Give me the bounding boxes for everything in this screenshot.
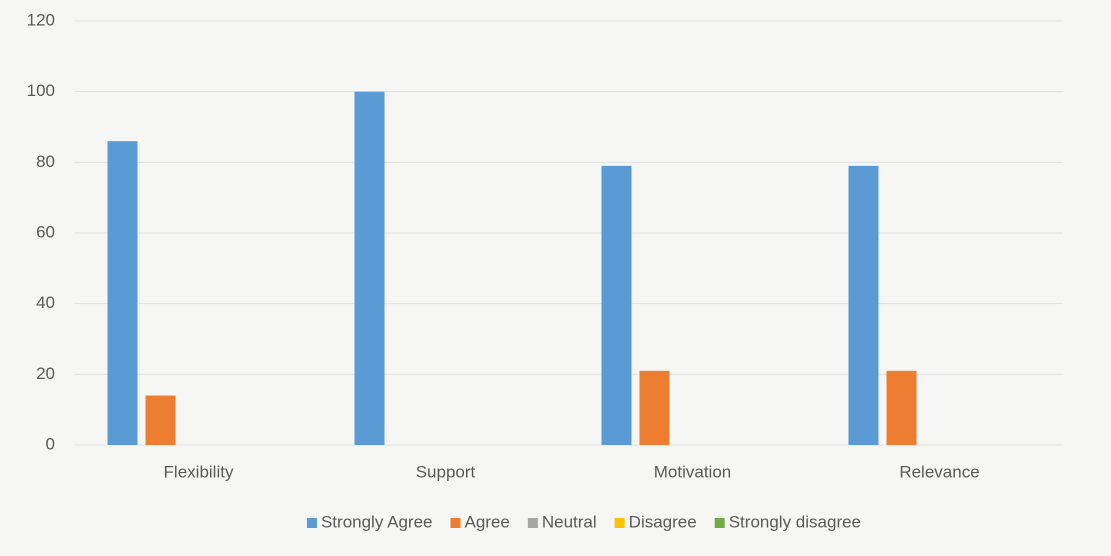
y-tick-label: 20 (36, 364, 55, 383)
y-tick-label: 40 (36, 293, 55, 312)
y-tick-label: 60 (36, 222, 55, 241)
legend-label: Disagree (629, 512, 697, 531)
legend-swatch (714, 518, 725, 528)
legend-swatch (527, 518, 538, 528)
legend-label: Strongly Agree (321, 512, 433, 531)
bar (601, 165, 632, 445)
bar (354, 91, 385, 446)
bar (639, 370, 670, 445)
y-tick-label: 0 (46, 434, 55, 453)
bar (107, 141, 138, 445)
y-tick-label: 80 (36, 152, 55, 171)
legend-label: Agree (464, 512, 509, 531)
legend-swatch (450, 518, 461, 528)
legend-swatch (306, 518, 317, 528)
y-tick-label: 120 (27, 10, 55, 29)
x-tick-label: Flexibility (164, 462, 234, 481)
legend-label: Neutral (542, 512, 597, 531)
legend-label: Strongly disagree (729, 512, 861, 531)
x-tick-label: Relevance (899, 462, 979, 481)
bar (886, 370, 917, 445)
x-tick-label: Support (416, 462, 476, 481)
legend-swatch (614, 518, 625, 528)
bar (145, 395, 176, 445)
x-tick-label: Motivation (654, 462, 731, 481)
y-tick-label: 100 (27, 81, 55, 100)
bar (848, 165, 879, 445)
